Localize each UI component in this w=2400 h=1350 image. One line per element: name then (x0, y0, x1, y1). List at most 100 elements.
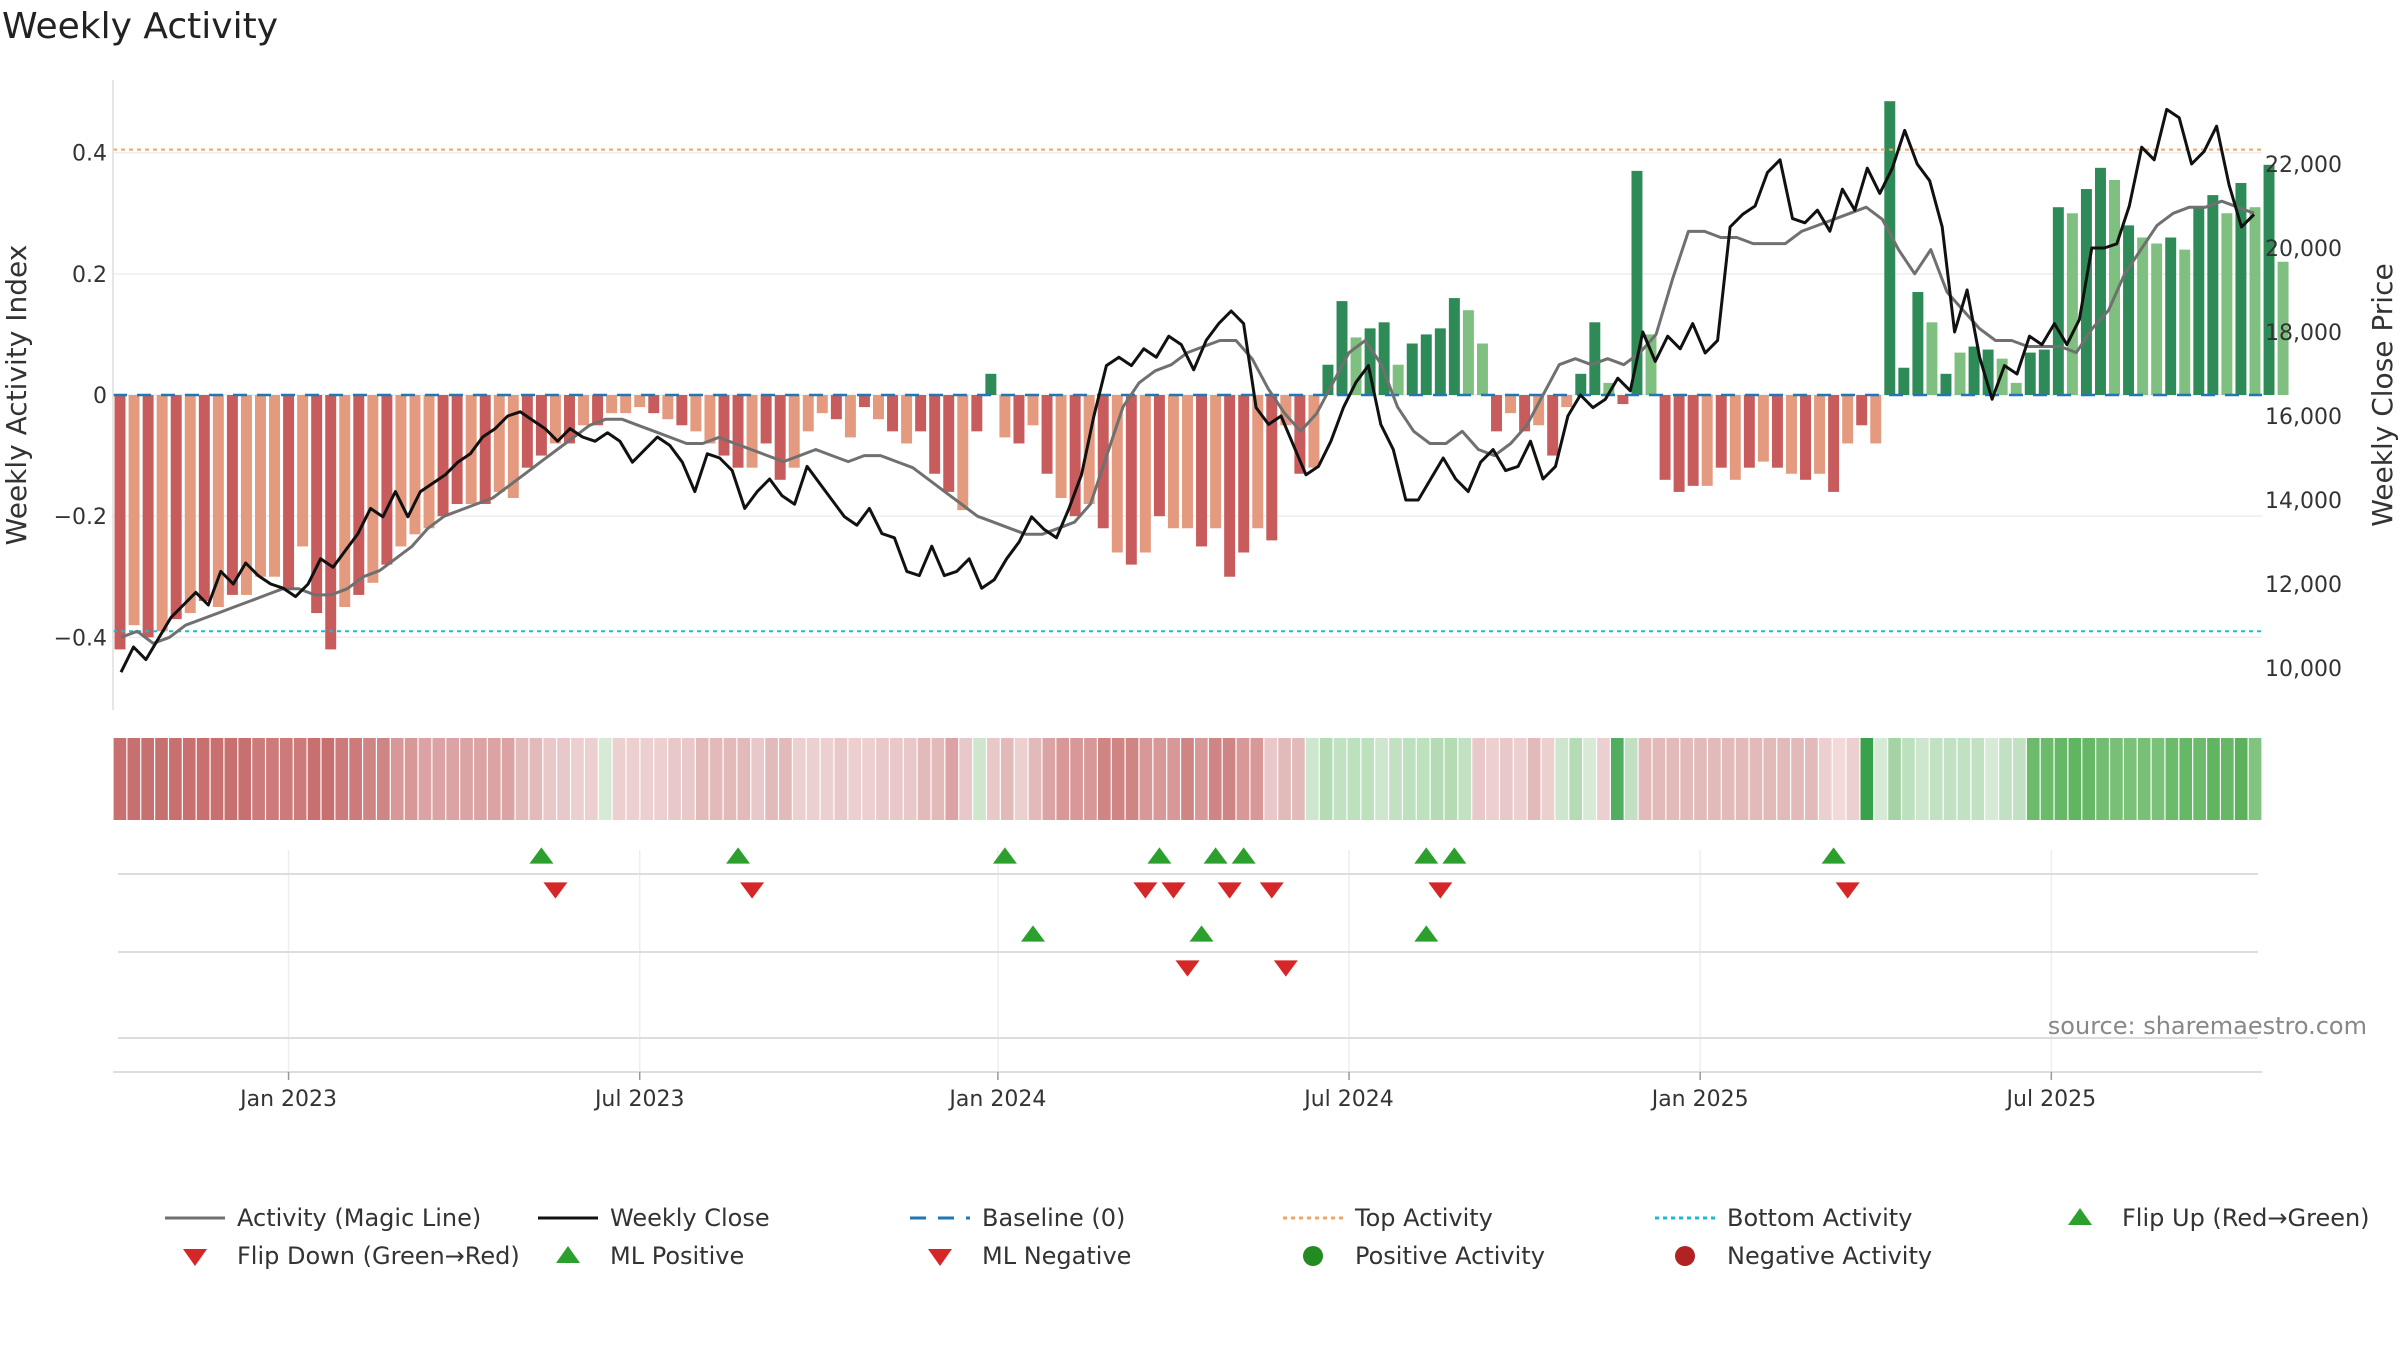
activity-bar (1083, 395, 1095, 505)
activity-bar (1898, 367, 1910, 395)
legend-label: ML Positive (610, 1242, 744, 1270)
heat-strip-cell (1694, 738, 1707, 820)
activity-bar (1238, 395, 1250, 553)
heat-strip-cell (432, 738, 446, 820)
y2-tick-label: 18,000 (2265, 321, 2342, 346)
heat-strip-cell (931, 738, 945, 820)
heat-strip-cell (1458, 738, 1472, 820)
heat-strip-cell (1361, 738, 1375, 820)
heat-strip-cell (515, 738, 529, 820)
activity-bar (1884, 101, 1896, 396)
heat-strip-cell (1264, 738, 1278, 820)
heat-strip-cell (1389, 738, 1402, 820)
activity-bar (409, 395, 421, 535)
ml-negative-marker (1175, 960, 1200, 977)
flip-up-marker (1147, 847, 1172, 864)
activity-bar (662, 395, 674, 420)
heat-strip-cell (293, 738, 307, 820)
heat-strip-cell (890, 738, 903, 820)
activity-bar (760, 395, 772, 444)
activity-bar (1027, 395, 1039, 426)
activity-bar (212, 395, 224, 608)
heat-strip-cell (1236, 738, 1250, 820)
ml-positive-marker (1020, 925, 1045, 942)
series-lines (119, 107, 2256, 673)
activity-bar (1308, 395, 1320, 468)
activity-bar (114, 395, 126, 650)
heat-strip-cell (806, 738, 820, 820)
activity-bar (1547, 395, 1559, 456)
flip-up-marker (1414, 847, 1439, 864)
activity-bar (1392, 364, 1404, 395)
activity-bar (943, 395, 955, 492)
heat-strip-cell (709, 738, 723, 820)
heat-strip-cell (654, 738, 667, 820)
activity-bar (353, 395, 365, 595)
legend-label: ML Negative (982, 1242, 1131, 1270)
legend-swatch-up-triangle (2068, 1208, 2092, 1225)
activity-bar (2263, 164, 2275, 395)
heat-strip-cell (959, 738, 972, 820)
heat-strip-cell (1430, 738, 1444, 820)
legend-label: Flip Down (Green→Red) (237, 1242, 520, 1270)
heat-strip-cell (598, 738, 612, 820)
activity-bar (858, 395, 870, 408)
heat-strip-cell (1500, 738, 1513, 820)
heat-strip-cell (1513, 738, 1527, 820)
heat-strip-cell (1181, 738, 1194, 820)
activity-bar (311, 395, 323, 614)
activity-bar (367, 395, 379, 583)
heat-strip-cell (876, 738, 889, 820)
activity-bar (901, 395, 913, 444)
activity-bar (142, 395, 154, 638)
heat-strip-cell (363, 738, 376, 820)
activity-bar (1701, 395, 1713, 486)
x-tick-label: Jan 2025 (1650, 1087, 1749, 1112)
activity-bar (2137, 237, 2149, 395)
heat-strip-cell (1541, 738, 1555, 820)
activity-bar (774, 395, 786, 480)
heat-strip-cell (127, 738, 141, 820)
heat-strip-cell (1929, 738, 1943, 820)
x-tick-label: Jul 2024 (1302, 1087, 1394, 1112)
activity-bar (929, 395, 941, 474)
heat-strip-cell (1319, 738, 1333, 820)
legend-swatch-circle (1303, 1246, 1323, 1266)
heat-strip-cell (1763, 738, 1777, 820)
heat-strip-cell (1250, 738, 1264, 820)
activity-bar (1196, 395, 1208, 547)
activity-bar (1533, 395, 1545, 426)
heat-strip-cell (1943, 738, 1957, 820)
heat-strip-cell (2054, 738, 2068, 820)
activity-bar (2221, 213, 2233, 395)
heat-strip-cell (2137, 738, 2151, 820)
activity-bar (2038, 349, 2050, 395)
chart-title: Weekly Activity (2, 6, 278, 47)
heat-strip-cell (1735, 738, 1749, 820)
activity-bar (802, 395, 814, 432)
heat-strip-cell (1818, 738, 1832, 820)
heat-strip-cell (723, 738, 737, 820)
activity-bar (198, 395, 210, 601)
heat-strip-cell (501, 738, 515, 820)
activity-bar (2010, 382, 2022, 395)
activity-bar (1013, 395, 1025, 444)
activity-bar (2052, 207, 2064, 395)
heat-strip-cell (848, 738, 862, 820)
activity-bar (1659, 395, 1671, 480)
activity-bar (606, 395, 618, 414)
legend-label: Activity (Magic Line) (237, 1204, 481, 1232)
activity-bar (1069, 395, 1081, 517)
activity-bar (1505, 395, 1517, 414)
legend-swatch-circle (1675, 1246, 1695, 1266)
heat-strip-cell (1333, 738, 1347, 820)
x-tick-label: Jul 2025 (2005, 1087, 2097, 1112)
legend-label: Negative Activity (1727, 1242, 1932, 1270)
x-tick-label: Jul 2023 (593, 1087, 685, 1112)
heat-strip-cell (418, 738, 432, 820)
heat-strip-cell (404, 738, 418, 820)
activity-bar (1814, 395, 1826, 474)
heat-strip-cell (862, 738, 875, 820)
activity-bar (564, 395, 575, 444)
legend-label: Bottom Activity (1727, 1204, 1912, 1232)
